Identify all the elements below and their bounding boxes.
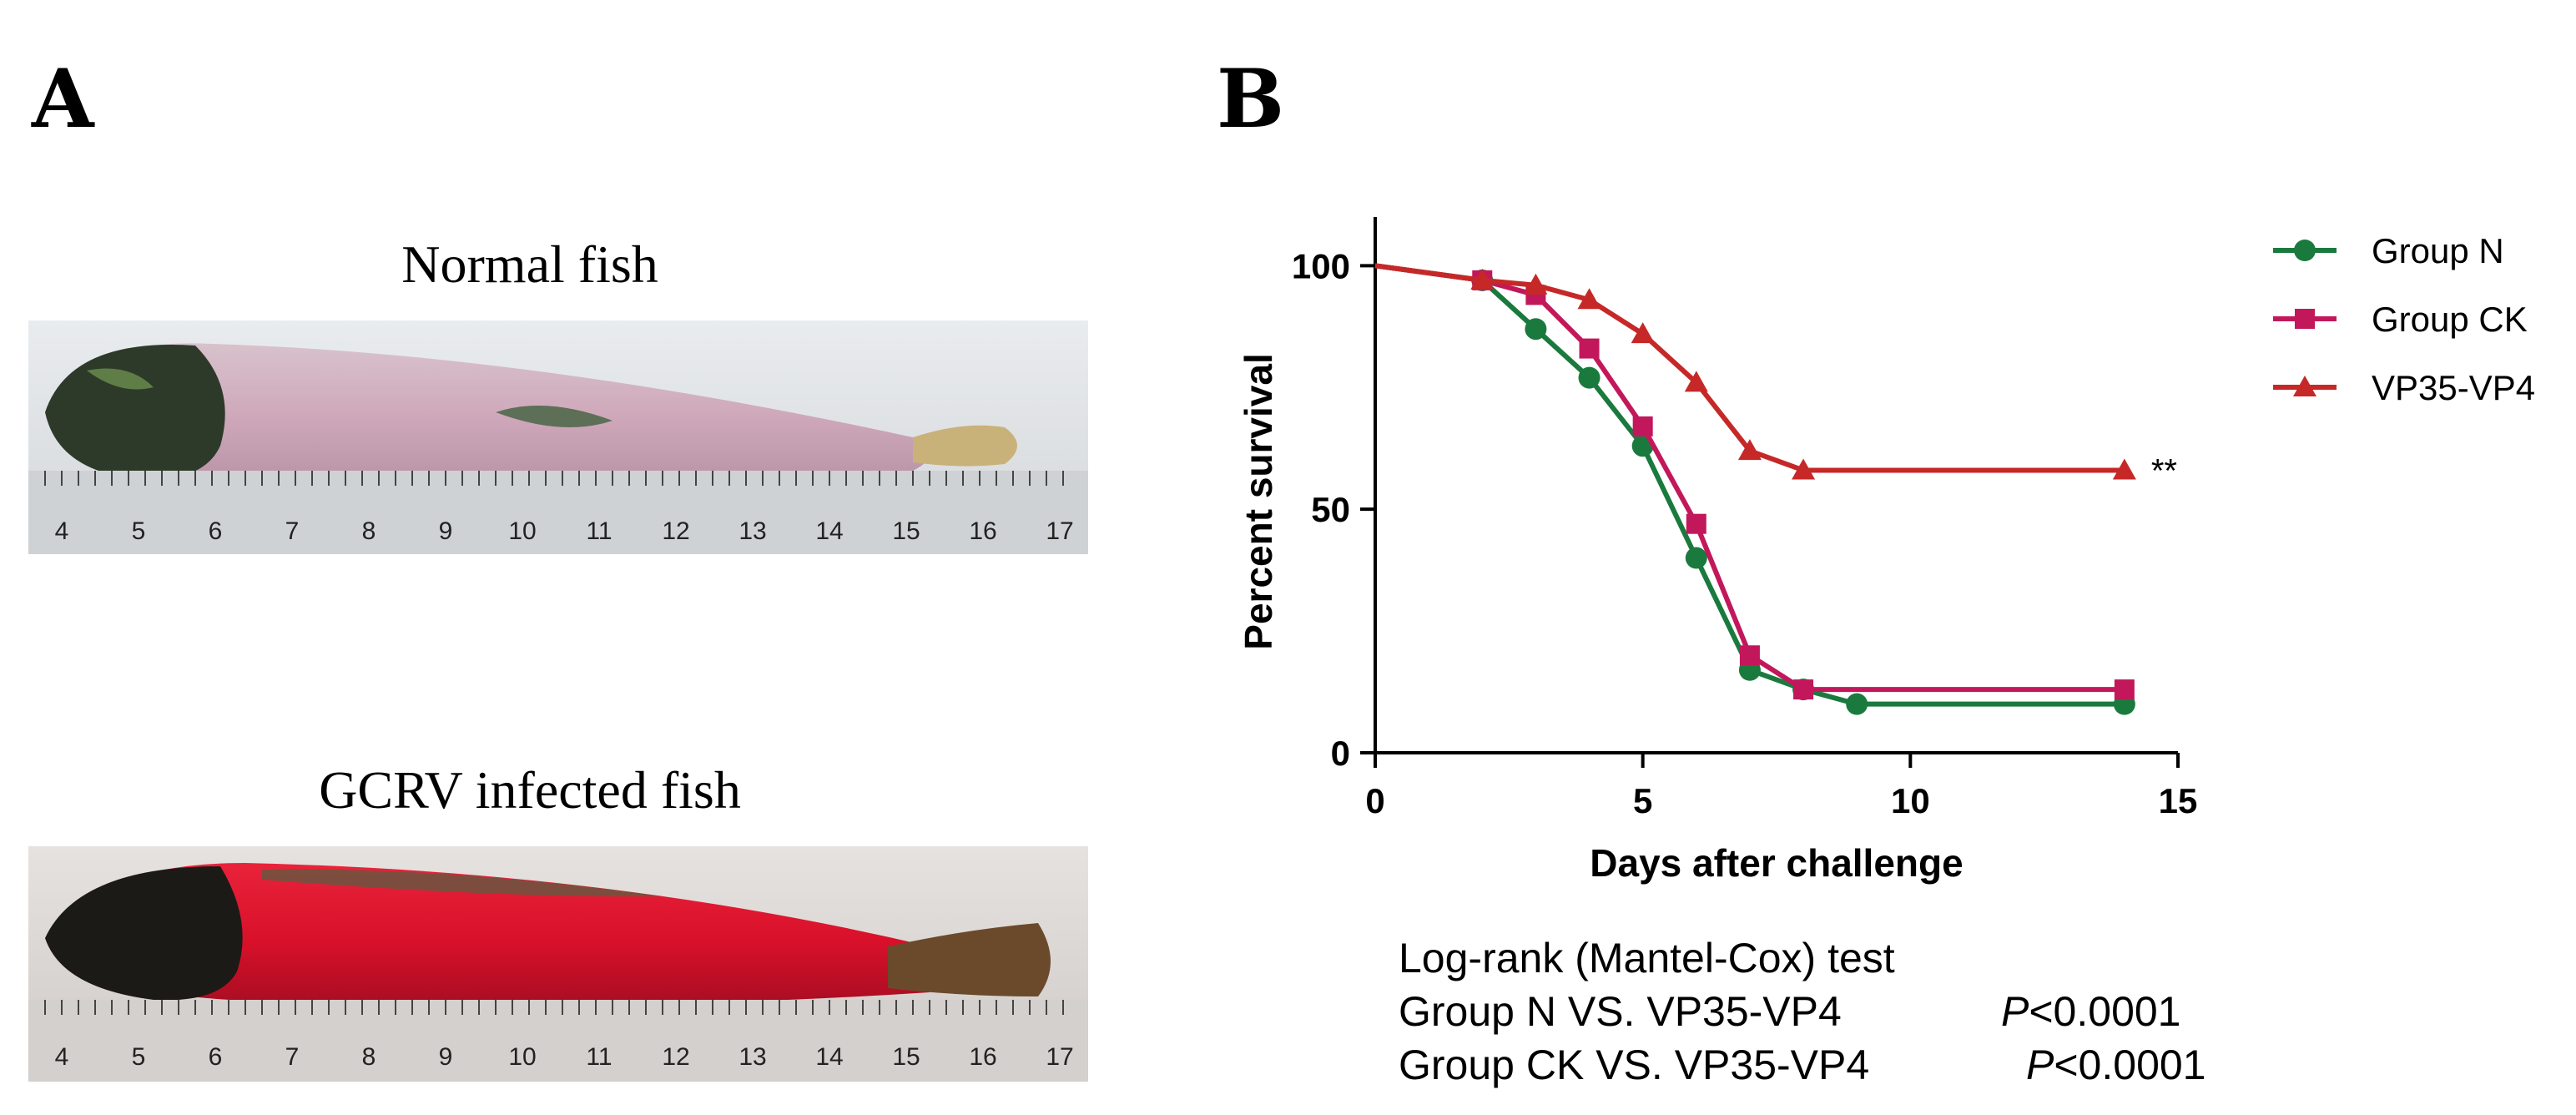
ruler-tick-label: 6 [209,517,223,545]
series-line [1374,263,2125,693]
significance-label: ** [2151,452,2177,489]
ruler-tick-label: 11 [586,517,612,545]
ruler-tick-label: 17 [1046,1043,1073,1071]
normal-fish-photo: 4 5 6 7 8 9 10 11 12 13 14 15 16 17 [28,320,1088,554]
stats-row-label: Group N VS. VP35-VP4 [1399,988,1842,1035]
survival-chart: 0 5 10 15 0 50 100 Days after challenge Percent … [1237,217,2535,885]
normal-fish-head [45,345,225,480]
ruler-tick-label: 9 [439,1043,453,1071]
ruler-tick-label: 4 [55,517,69,545]
ruler-tick-label: 13 [739,517,766,545]
ruler-tick-label: 11 [586,1043,612,1071]
stats-row-group-ck: Group CK VS. VP35-VP4 P<0.0001 [1399,1038,2206,1092]
data-point [1793,679,1814,700]
ruler-minor-ticks [44,1000,1064,1015]
ruler-tick-label: 7 [285,1043,300,1071]
legend-label: VP35-VP4 [2372,368,2535,407]
ruler-tick-label: 16 [969,1043,996,1071]
legend-item: VP35-VP4 [2273,368,2535,407]
data-point [1631,322,1655,344]
stats-p-value: P<0.0001 [2001,988,2181,1035]
data-point [2112,458,2136,480]
ruler-tick-label: 10 [508,1043,536,1071]
legend-label: Group N [2372,231,2504,270]
data-point [1846,693,1868,715]
data-point [1524,273,1548,295]
data-point [1686,513,1706,534]
stats-row-label: Group CK VS. VP35-VP4 [1399,1042,1870,1088]
legend-marker [2293,376,2316,396]
ruler-tick-label: 6 [209,1043,223,1071]
series-vp35-vp4 [1374,263,2136,480]
ruler-tick-label: 17 [1046,517,1073,545]
x-tick-label: 10 [1891,781,1930,820]
normal-fish-tail [913,425,1017,467]
ruler-tick-label: 15 [892,517,920,545]
data-point [2114,679,2135,700]
x-tick-label: 15 [2159,781,2198,820]
stats-p-value: P<0.0001 [2026,1042,2206,1088]
logrank-stats: Log-rank (Mantel-Cox) test Group N VS. V… [1399,931,2206,1092]
y-axis-title: Percent survival [1237,353,1280,649]
data-point [1737,439,1762,461]
panel-a-label: A [32,52,94,146]
ruler-tick-label: 5 [132,1043,146,1071]
data-point [1579,338,1600,359]
ruler-numbers: 4 5 6 7 8 9 10 11 12 13 14 15 16 17 [55,1043,1074,1071]
infected-fish-body [45,863,942,1006]
ruler-tick-label: 8 [362,1043,376,1071]
data-point [1632,416,1653,436]
x-tick-label: 0 [1365,781,1384,820]
normal-fish-caption: Normal fish [401,235,658,294]
data-point [1739,645,1760,666]
stats-title: Log-rank (Mantel-Cox) test [1399,935,1895,981]
normal-fish-body [45,343,930,486]
infected-fish-tail [888,923,1051,996]
series-line [1374,263,2125,707]
ruler-tick-label: 13 [739,1043,766,1071]
data-point [1577,288,1601,310]
ruler-tick-label: 5 [132,517,146,545]
data-point [1792,458,1816,480]
infected-fish-head [45,866,243,1001]
ruler-minor-ticks [44,471,1064,486]
data-point [1685,547,1707,569]
panel-b-label: B [1217,52,1285,146]
infected-fish-caption: GCRV infected fish [319,760,741,820]
legend-label: Group CK [2372,300,2528,339]
data-point [1578,366,1601,389]
legend-item: Group CK [2273,300,2528,339]
legend-marker [2294,240,2316,261]
data-point [1684,371,1708,392]
legend-marker [2295,309,2315,329]
ruler-tick-label: 7 [285,517,300,545]
ruler-tick-label: 16 [969,517,996,545]
ruler-tick-label: 14 [815,517,843,545]
ruler-tick-label: 14 [815,1043,843,1071]
ruler-numbers: 4 5 6 7 8 9 10 11 12 13 14 15 16 17 [55,517,1074,545]
x-axis-title: Days after challenge [1590,841,1963,885]
ruler-tick-label: 15 [892,1043,920,1071]
ruler [28,1000,1088,1082]
y-tick-label: 100 [1292,246,1350,285]
y-tick-label: 50 [1311,490,1350,529]
data-point [1525,318,1547,341]
ruler-tick-label: 12 [662,517,689,545]
infected-fish-photo: 4 5 6 7 8 9 10 11 12 13 14 15 16 17 [28,846,1088,1082]
ruler-tick-label: 4 [55,1043,69,1071]
stats-row-group-n: Group N VS. VP35-VP4 P<0.0001 [1399,985,2181,1038]
ruler [28,471,1088,554]
x-tick-label: 5 [1633,781,1652,820]
data-point [1470,268,1495,290]
ruler-tick-label: 12 [662,1043,689,1071]
ruler-tick-label: 8 [362,517,376,545]
legend-item: Group N [2273,231,2504,270]
ruler-tick-label: 9 [439,517,453,545]
ruler-tick-label: 10 [508,517,536,545]
y-tick-label: 0 [1331,734,1350,773]
series-group-ck [1374,263,2135,700]
